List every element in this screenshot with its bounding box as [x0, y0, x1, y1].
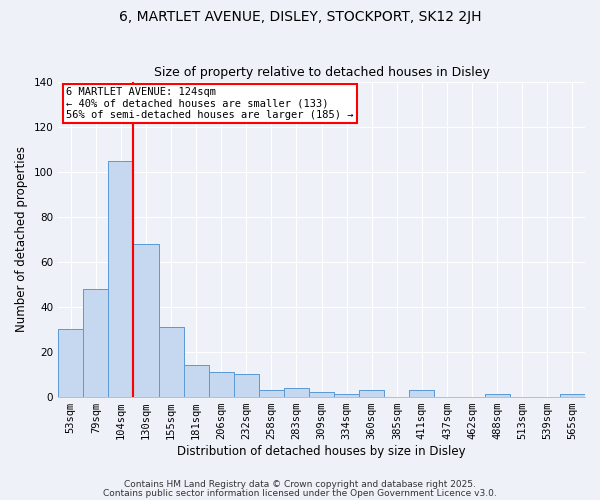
- Bar: [284, 388, 309, 396]
- Bar: [184, 365, 209, 396]
- Text: 6 MARTLET AVENUE: 124sqm
← 40% of detached houses are smaller (133)
56% of semi-: 6 MARTLET AVENUE: 124sqm ← 40% of detach…: [66, 87, 353, 120]
- Bar: [83, 288, 109, 397]
- Bar: [485, 394, 510, 396]
- Bar: [560, 394, 585, 396]
- Bar: [109, 160, 133, 396]
- Bar: [359, 390, 385, 396]
- Bar: [334, 394, 359, 396]
- Bar: [209, 372, 234, 396]
- Bar: [184, 365, 209, 396]
- Bar: [560, 394, 585, 396]
- Bar: [83, 288, 109, 397]
- Bar: [209, 372, 234, 396]
- Y-axis label: Number of detached properties: Number of detached properties: [15, 146, 28, 332]
- Bar: [133, 244, 158, 396]
- Bar: [409, 390, 434, 396]
- Bar: [359, 390, 385, 396]
- Bar: [409, 390, 434, 396]
- Bar: [158, 327, 184, 396]
- Text: Contains HM Land Registry data © Crown copyright and database right 2025.: Contains HM Land Registry data © Crown c…: [124, 480, 476, 489]
- Bar: [234, 374, 259, 396]
- Bar: [58, 329, 83, 396]
- Title: Size of property relative to detached houses in Disley: Size of property relative to detached ho…: [154, 66, 490, 80]
- Bar: [234, 374, 259, 396]
- Bar: [334, 394, 359, 396]
- Text: 6, MARTLET AVENUE, DISLEY, STOCKPORT, SK12 2JH: 6, MARTLET AVENUE, DISLEY, STOCKPORT, SK…: [119, 10, 481, 24]
- Bar: [309, 392, 334, 396]
- Bar: [109, 160, 133, 396]
- Bar: [284, 388, 309, 396]
- Bar: [259, 390, 284, 396]
- Bar: [158, 327, 184, 396]
- X-axis label: Distribution of detached houses by size in Disley: Distribution of detached houses by size …: [177, 444, 466, 458]
- Bar: [259, 390, 284, 396]
- Bar: [485, 394, 510, 396]
- Bar: [133, 244, 158, 396]
- Bar: [309, 392, 334, 396]
- Text: Contains public sector information licensed under the Open Government Licence v3: Contains public sector information licen…: [103, 488, 497, 498]
- Bar: [58, 329, 83, 396]
